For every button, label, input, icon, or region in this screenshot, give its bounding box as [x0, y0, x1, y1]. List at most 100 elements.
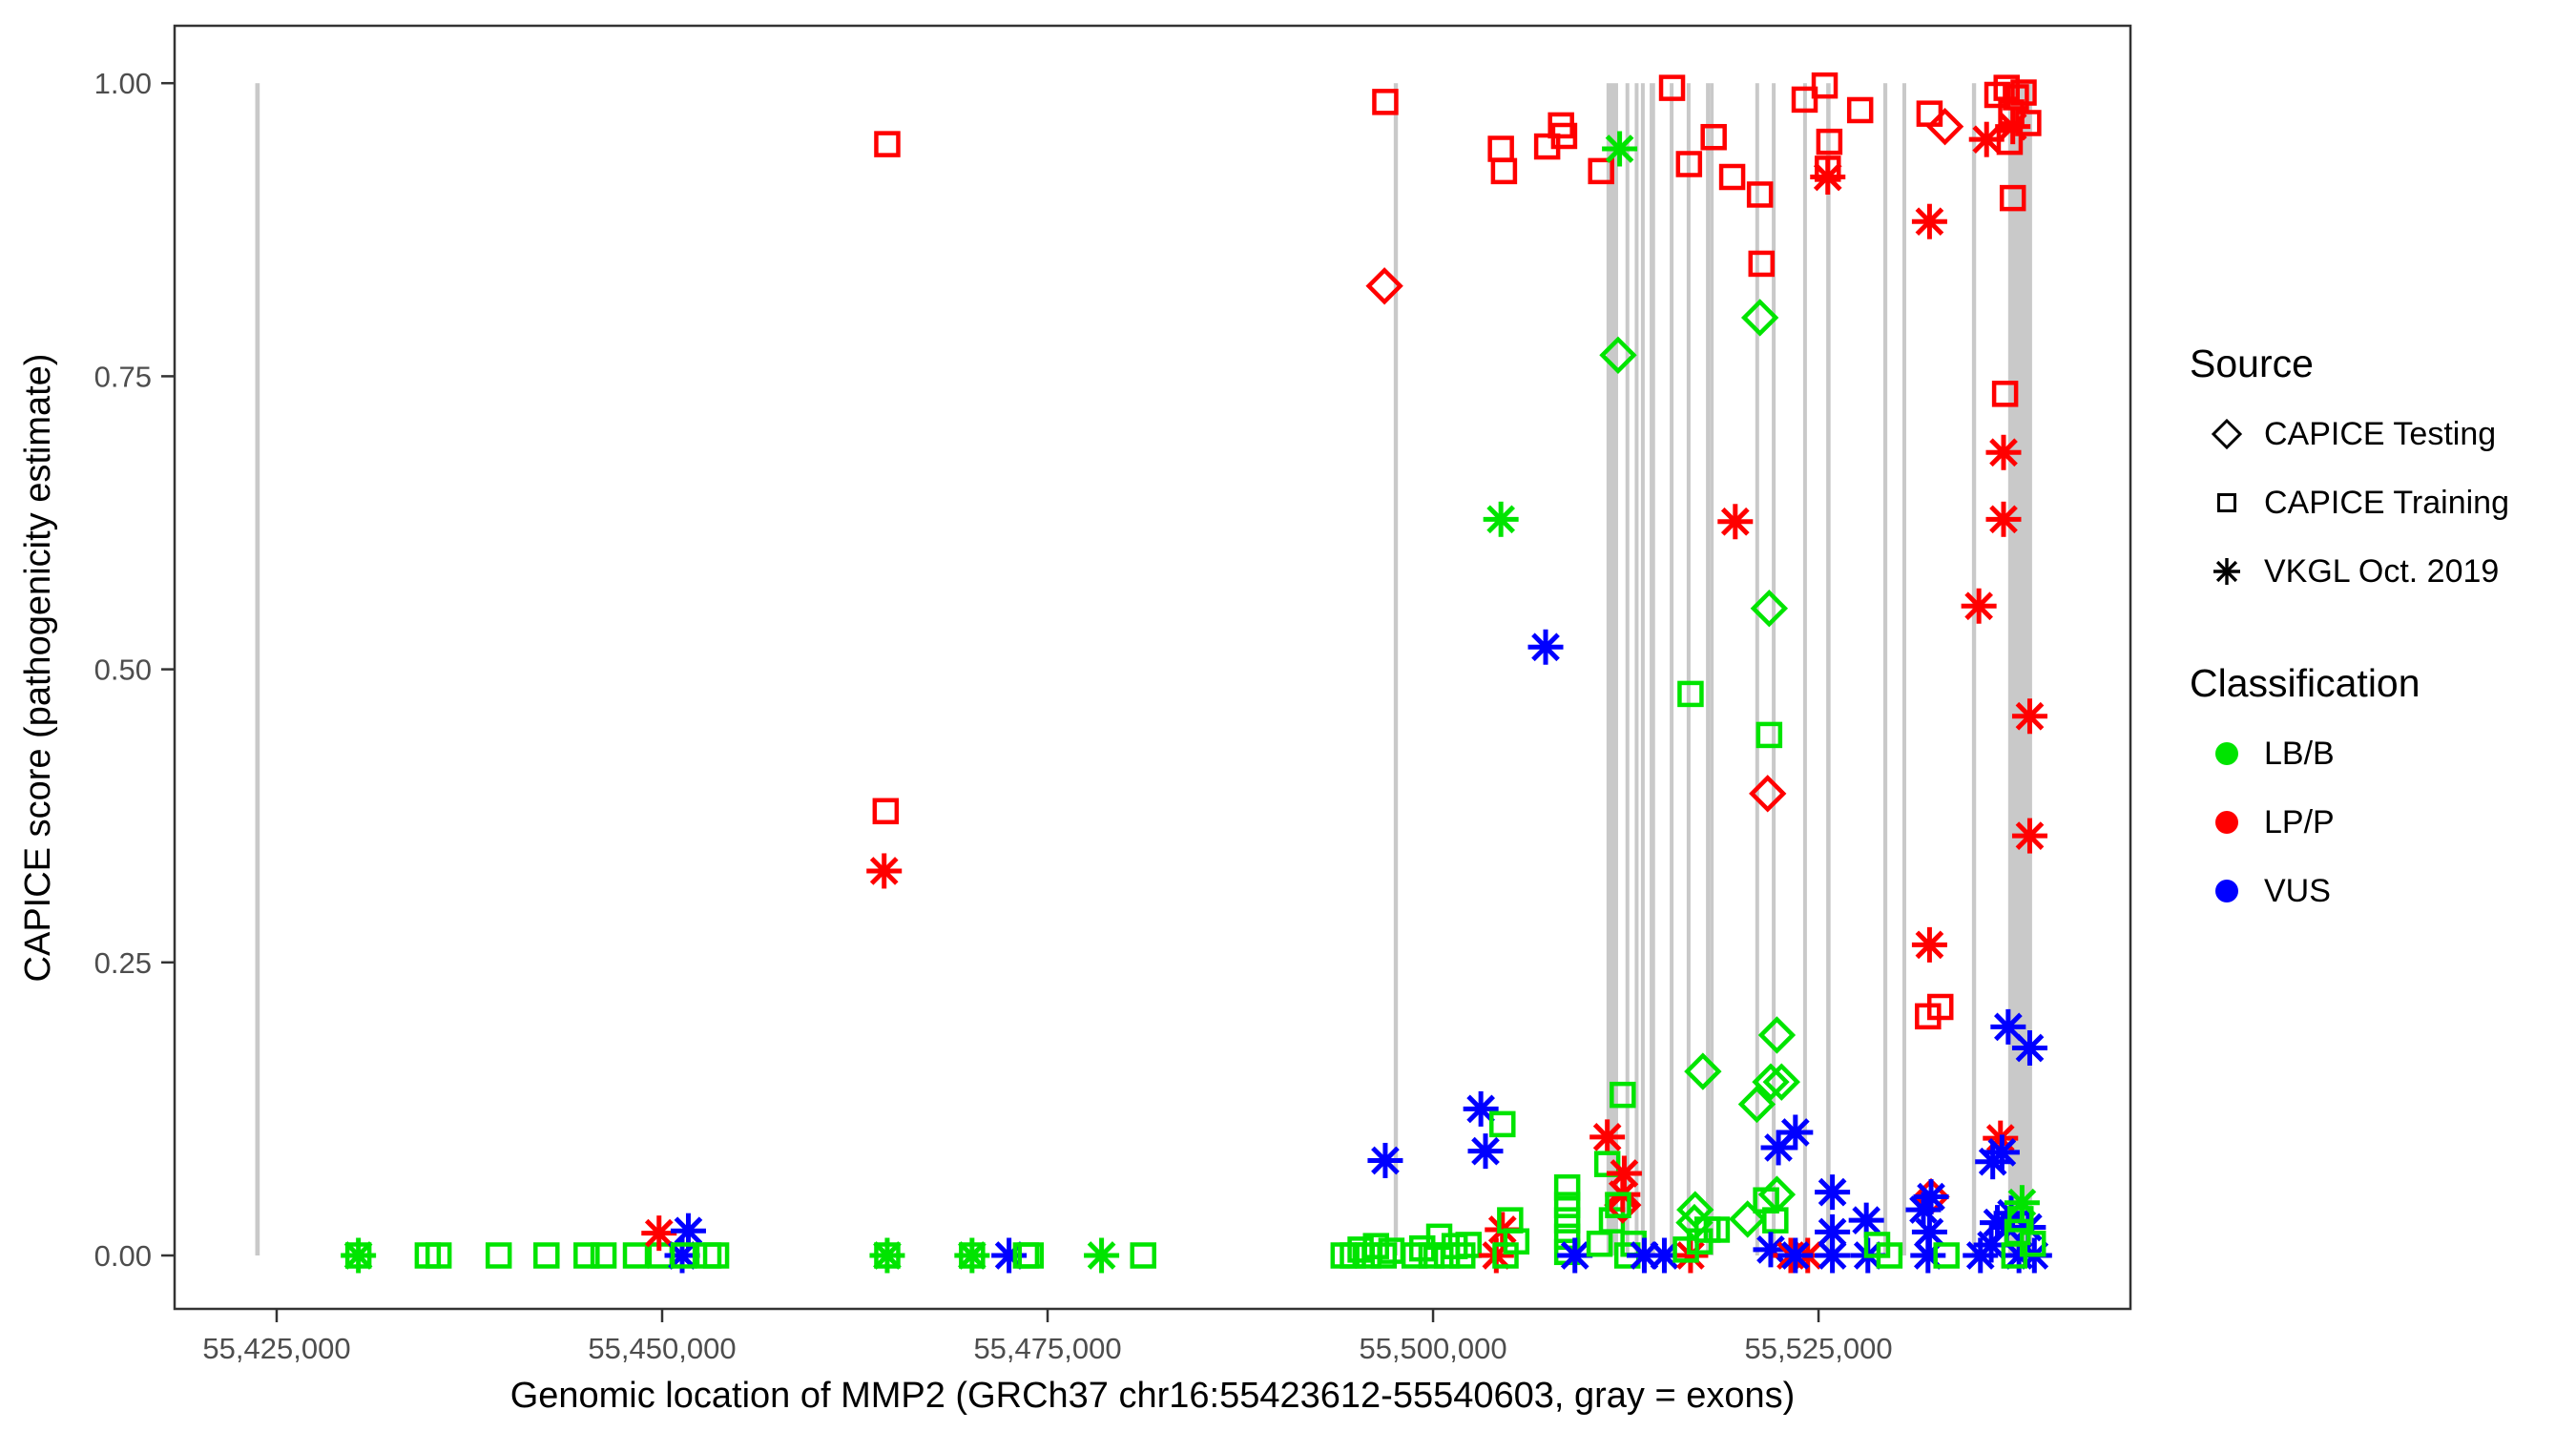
square-marker: [1703, 1216, 1731, 1243]
panel-border: [173, 24, 2132, 1311]
square-marker: [1455, 1232, 1482, 1258]
exon-bar: [1606, 83, 1618, 1256]
asterisk-marker: [1905, 1192, 1942, 1228]
diamond-marker: [1740, 299, 1779, 337]
asterisk-ray: [1720, 507, 1750, 536]
asterisk-marker: [2011, 698, 2047, 735]
diamond-marker: [1750, 590, 1789, 628]
diamond-marker: [1762, 1063, 1800, 1101]
asterisk-ray: [1915, 207, 1944, 237]
x-tick-label: 55,425,000: [202, 1332, 350, 1365]
square-marker: [1503, 1228, 1530, 1255]
asterisk-ray: [1989, 505, 2018, 534]
square-marker: [1700, 123, 1727, 151]
asterisk-marker: [1975, 1144, 2011, 1180]
asterisk-marker: [1602, 131, 1638, 167]
color-dot-icon: [2190, 811, 2264, 834]
square-marker: [2019, 1230, 2046, 1257]
diamond-marker: [1752, 1063, 1790, 1101]
diamond-marker: [1737, 1085, 1776, 1124]
asterisk-ray: [1756, 1235, 1785, 1264]
asterisk-ray: [1630, 1241, 1659, 1270]
legend-item-square: CAPICE Training: [2190, 468, 2562, 537]
square-marker: [1550, 122, 1578, 150]
square-marker: [573, 1242, 600, 1269]
asterisk-ray: [1592, 1123, 1622, 1151]
square-marker: [874, 131, 901, 157]
asterisk-ray: [1915, 930, 1944, 960]
exon-bar: [1802, 83, 1807, 1256]
asterisk-ray: [1989, 438, 2018, 467]
asterisk-ray: [1560, 1241, 1589, 1270]
square-marker: [1553, 1173, 1581, 1201]
exon-bar: [1670, 83, 1674, 1256]
exon-bar: [1882, 83, 1888, 1256]
asterisk-ray: [1531, 633, 1560, 662]
data-points-layer: [341, 72, 2052, 1274]
classification-dot: [2215, 742, 2238, 765]
square-marker: [1718, 163, 1746, 191]
asterisk-ray: [1650, 1241, 1679, 1270]
asterisk-ray: [1972, 125, 2002, 155]
asterisk-ray: [1466, 1094, 1495, 1124]
asterisk-ray: [994, 1241, 1024, 1270]
asterisk-marker: [1367, 1142, 1403, 1178]
asterisk-marker: [1084, 1237, 1120, 1274]
legend-item-diamond: CAPICE Testing: [2190, 400, 2562, 468]
legend-item-vus: VUS: [2190, 857, 2562, 925]
square-marker: [1658, 74, 1686, 101]
asterisk-marker: [1810, 159, 1846, 196]
asterisk-marker: [2011, 1030, 2047, 1067]
square-marker: [1746, 181, 1774, 208]
x-tick-label: 55,450,000: [588, 1332, 736, 1365]
asterisk-ray: [1818, 1177, 1847, 1207]
exon-bar: [1650, 83, 1655, 1256]
legend-item-asterisk: VKGL Oct. 2019: [2190, 537, 2562, 606]
square-marker: [1489, 1110, 1516, 1138]
asterisk-marker: [1557, 1237, 1593, 1274]
classification-dot: [2215, 811, 2238, 834]
square-marker: [1130, 1242, 1156, 1269]
asterisk-marker: [341, 1237, 377, 1274]
asterisk-ray: [1909, 1195, 1938, 1224]
exon-bar: [1625, 83, 1630, 1256]
square-marker: [1588, 157, 1614, 185]
diamond-marker: [1749, 775, 1787, 813]
square-marker: [590, 1242, 617, 1269]
x-tick-label: 55,500,000: [1359, 1332, 1506, 1365]
y-tick-label: 0.00: [94, 1239, 152, 1273]
diamond-marker: [1757, 1016, 1797, 1054]
asterisk-ray: [644, 1218, 674, 1248]
exon-bar: [1772, 83, 1776, 1256]
square-marker: [1876, 1242, 1903, 1269]
square-marker: [2007, 1206, 2034, 1233]
square-marker: [1672, 1236, 1699, 1263]
exon-bar: [1640, 83, 1645, 1256]
asterisk-ray: [1978, 1147, 2007, 1176]
square-marker: [1755, 721, 1783, 749]
asterisk-icon: [2213, 558, 2240, 585]
square-marker: [1677, 680, 1704, 708]
asterisk-ray: [343, 1241, 373, 1270]
legend-item-label: CAPICE Training: [2264, 484, 2509, 521]
diamond-marker: [1729, 1200, 1767, 1238]
asterisk-marker: [2011, 818, 2047, 854]
square-marker: [1816, 128, 1843, 156]
exon-bar: [2007, 83, 2032, 1256]
asterisk-ray: [2015, 1033, 2045, 1063]
exon-bar: [1686, 83, 1691, 1256]
asterisk-ray: [1852, 1206, 1881, 1234]
asterisk-marker: [1717, 504, 1754, 540]
square-marker: [1401, 1242, 1428, 1269]
legend-item-lbb: LB/B: [2190, 719, 2562, 788]
asterisk-marker: [1483, 501, 1519, 537]
y-tick-label: 0.25: [94, 946, 152, 980]
square-marker: [1846, 96, 1874, 124]
asterisk-marker: [866, 853, 903, 889]
asterisk-ray: [1605, 135, 1634, 163]
y-tick-label: 0.75: [94, 360, 152, 393]
square-marker: [1372, 89, 1399, 115]
square-marker: [2003, 84, 2029, 111]
legend-item-label: VKGL Oct. 2019: [2264, 552, 2500, 590]
square-marker: [1553, 1192, 1581, 1218]
